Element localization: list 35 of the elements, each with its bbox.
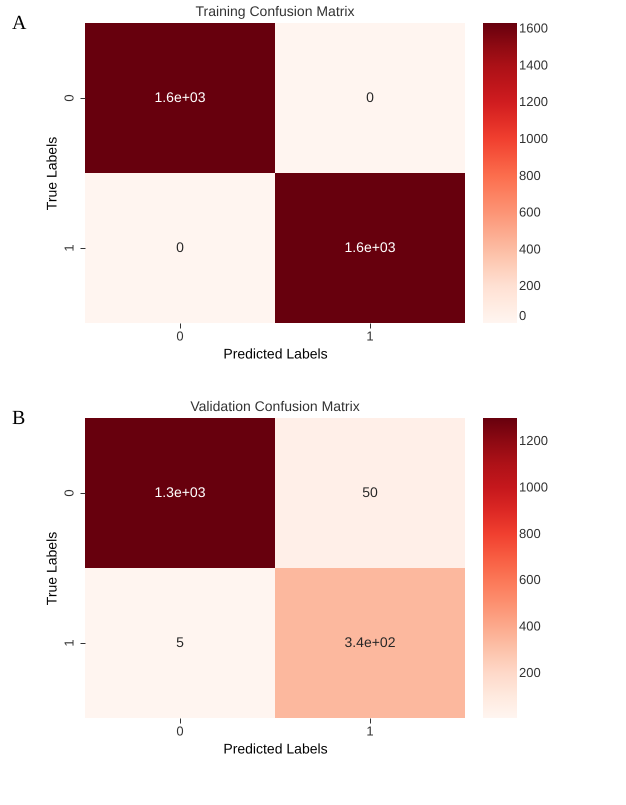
color-bar-label: 400 (519, 618, 541, 634)
data-label: 1.6e+03 (154, 89, 206, 105)
color-bar-label: 800 (519, 526, 541, 541)
chart-title: Training Confusion Matrix (196, 3, 354, 19)
y-axis-title: True Labels (44, 532, 60, 606)
data-label: 1.6e+03 (344, 239, 396, 255)
data-label: 0 (176, 239, 184, 255)
color-bar-label: 0 (519, 308, 526, 323)
color-bar-label: 800 (519, 168, 541, 183)
color-bar-label: 1600 (519, 20, 548, 36)
data-label: 0 (366, 89, 374, 105)
x-axis-title: Predicted Labels (223, 346, 328, 362)
data-label: 5 (176, 634, 184, 650)
data-label: 3.4e+02 (344, 634, 396, 650)
y-tick-label: 0 (62, 489, 76, 497)
text: A (12, 12, 26, 35)
y-tick-label: 1 (62, 639, 76, 647)
text: B (12, 407, 26, 430)
data-label: 1.3e+03 (154, 484, 206, 500)
chart-title: Validation Confusion Matrix (190, 398, 360, 414)
data-label: 50 (362, 484, 378, 500)
color-bar-label: 1200 (519, 433, 548, 448)
x-axis-title: Predicted Labels (223, 740, 328, 756)
color-bar-label: 600 (519, 572, 541, 588)
color-bar-label: 400 (519, 241, 541, 256)
color-bar-label: 200 (519, 278, 541, 294)
y-axis-title: True Labels (44, 136, 60, 210)
y-tick-label: 1 (62, 244, 76, 252)
color-bar-label: 600 (519, 204, 541, 220)
color-bar-label: 1200 (519, 94, 548, 110)
color-bar-label: 1000 (519, 130, 548, 146)
color-bar-label: 1400 (519, 57, 548, 72)
color-bar-label: 1000 (519, 480, 548, 494)
y-tick-label: 0 (62, 94, 76, 102)
color-bar-label: 200 (519, 664, 541, 680)
